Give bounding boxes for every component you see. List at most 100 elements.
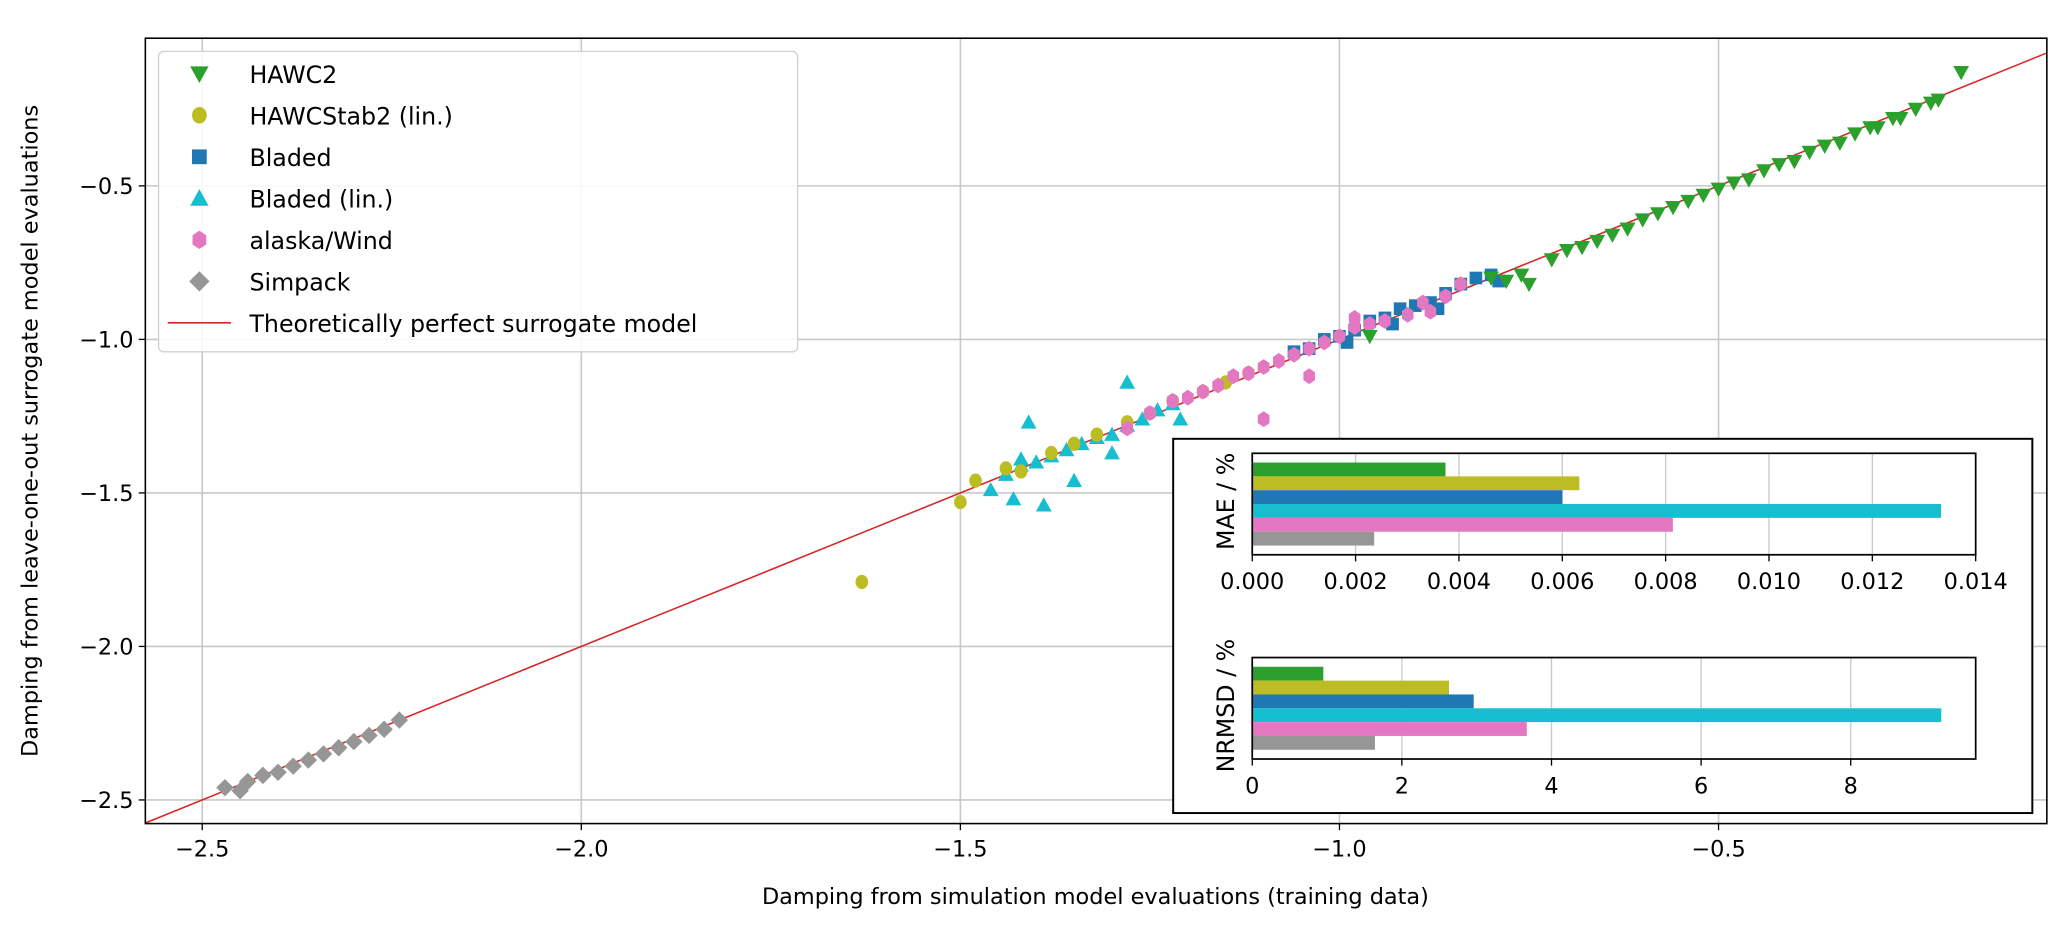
data-point — [1379, 313, 1391, 329]
data-point — [1892, 112, 1909, 127]
bar-bladed — [1252, 490, 1563, 505]
x-tick-label: −2.0 — [554, 837, 608, 863]
inset-panel: 0.000 0.002 0.004 0.006 0.008 0.010 0.012 0.014… — [1172, 437, 2034, 815]
data-point — [1907, 102, 1924, 118]
inset-tick-label: 2 — [1395, 773, 1409, 799]
data-point — [1272, 353, 1285, 369]
y-tick-label: −1.5 — [79, 481, 133, 507]
data-point — [1197, 383, 1209, 400]
data-point — [1786, 155, 1803, 170]
data-point — [1257, 359, 1270, 375]
inset-axes-frame — [1251, 452, 1977, 556]
y-axis-label: Damping from leave-one-out surrogate mod… — [17, 105, 43, 757]
data-point — [1288, 346, 1300, 363]
inset-tick-label: 0.004 — [1427, 569, 1491, 595]
inset-tick-label: 4 — [1544, 773, 1558, 799]
data-point — [1559, 244, 1575, 259]
data-point — [1121, 420, 1133, 437]
legend-label: HAWC2 — [249, 61, 337, 89]
legend-label: HAWCStab2 (lin.) — [249, 103, 452, 131]
data-point — [1589, 234, 1606, 250]
data-point — [1134, 411, 1151, 426]
data-point — [1067, 436, 1081, 451]
data-point — [1166, 392, 1179, 409]
x-axis-label: Damping from simulation model evaluation… — [762, 884, 1429, 910]
legend-label: Bladed (lin.) — [249, 186, 393, 214]
data-point — [1104, 445, 1120, 460]
inset-tick-label: 8 — [1844, 773, 1858, 799]
data-point — [1020, 414, 1037, 429]
data-point — [1513, 268, 1530, 283]
data-point — [999, 461, 1013, 476]
bar-hawc2 — [1252, 666, 1324, 681]
y-tick-label: −0.5 — [79, 174, 133, 200]
data-point — [1172, 411, 1189, 426]
legend-marker-triangle-up-icon — [190, 189, 209, 206]
data-point — [969, 473, 982, 488]
data-point — [1333, 328, 1346, 345]
data-point — [1361, 330, 1378, 345]
data-point — [299, 751, 318, 769]
data-point — [314, 745, 333, 763]
data-point — [329, 739, 348, 757]
data-point — [1401, 306, 1414, 323]
inset-tick-label: 0.014 — [1944, 569, 2008, 595]
legend-item-reference-line: Theoretically perfect surrogate model — [167, 310, 697, 338]
legend-item-hawc2: HAWC2 — [190, 61, 337, 89]
scatter-points — [216, 65, 1970, 800]
data-point — [1816, 139, 1833, 154]
data-point — [1257, 411, 1270, 428]
data-point — [1303, 340, 1315, 357]
bar-simpack — [1252, 531, 1375, 546]
legend-item-simpack: Simpack — [189, 269, 351, 297]
data-point — [1574, 240, 1590, 256]
data-point — [1725, 176, 1742, 191]
y-tick-label: −2.0 — [79, 634, 133, 660]
x-axis-ticks: −2.5 −2.0 −1.5 −1.0 −0.5 — [175, 823, 1746, 863]
data-point — [1424, 303, 1437, 320]
x-tick-label: −1.0 — [1312, 837, 1366, 863]
data-point — [954, 495, 967, 510]
data-point — [1771, 158, 1788, 173]
data-point — [855, 574, 869, 590]
data-point — [1119, 374, 1136, 389]
data-point — [1212, 377, 1224, 394]
bar-alaska-wind — [1252, 722, 1527, 736]
legend-marker-triangle-down-icon — [190, 66, 209, 84]
data-point — [1756, 164, 1772, 179]
data-point — [1521, 277, 1537, 293]
data-point — [1035, 497, 1052, 512]
legend-marker-hexagon-icon — [192, 230, 207, 250]
bar-hawcstab2-lin — [1252, 680, 1449, 695]
data-point — [1303, 368, 1315, 385]
data-point — [1014, 464, 1028, 479]
data-point — [239, 772, 257, 791]
y-tick-label: −1.0 — [79, 327, 133, 353]
data-point — [1058, 442, 1075, 457]
nrmsd-bar-chart: 0 2 4 6 8 NRMSD / % — [1212, 639, 1977, 799]
data-point — [1801, 145, 1818, 161]
legend-marker-square-icon — [191, 149, 207, 165]
series-hawc2 — [1361, 65, 1970, 345]
data-point — [1013, 451, 1029, 466]
x-tick-label: −0.5 — [1691, 837, 1745, 863]
data-point — [345, 732, 363, 751]
y-axis-ticks: −2.5 −2.0 −1.5 −1.0 −0.5 — [79, 174, 146, 814]
data-point — [1454, 276, 1467, 293]
y-tick-label: −2.5 — [79, 788, 133, 814]
data-point — [1090, 427, 1104, 442]
inset-tick-label: 0 — [1245, 773, 1259, 799]
inset-tick-label: 6 — [1694, 773, 1708, 799]
bar-alaska-wind — [1252, 517, 1673, 532]
data-point — [1242, 365, 1255, 382]
x-tick-label: −2.5 — [175, 837, 229, 863]
data-point — [1634, 213, 1651, 228]
data-point — [1680, 194, 1697, 210]
bar-bladed — [1252, 694, 1474, 709]
legend-label: Theoretically perfect surrogate model — [248, 310, 697, 338]
inset-tick-label: 0.000 — [1220, 569, 1284, 595]
bar-hawc2 — [1252, 462, 1446, 477]
data-point — [1498, 274, 1515, 289]
data-point — [284, 757, 302, 775]
